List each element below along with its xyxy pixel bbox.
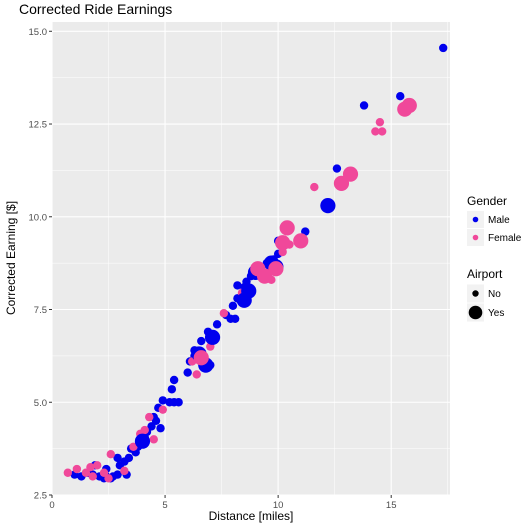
chart-title: Corrected Ride Earnings [19, 1, 172, 17]
legend-size-yes [468, 305, 483, 320]
data-point-male-non-airport [156, 424, 165, 433]
data-point-male-non-airport [167, 385, 177, 394]
data-point-female-airport [268, 261, 284, 277]
legend-title-gender: Gender [467, 194, 507, 208]
data-point-male-non-airport [113, 453, 122, 463]
data-point-male-non-airport [169, 375, 179, 385]
data-point-male-non-airport [183, 368, 192, 377]
data-point-female-non-airport [88, 472, 97, 481]
legend: Gender Male Female Airport No Yes [467, 194, 522, 322]
data-point-female-non-airport [106, 449, 115, 459]
legend-label-yes: Yes [488, 308, 504, 319]
data-point-male-non-airport [228, 301, 238, 310]
data-point-male-non-airport [233, 281, 242, 290]
data-point-male-airport [241, 283, 257, 299]
data-point-female-non-airport [140, 425, 149, 435]
data-point-female-airport [193, 350, 209, 366]
data-point-female-non-airport [377, 127, 387, 136]
data-point-male-non-airport [332, 164, 342, 173]
data-point-male-non-airport [359, 101, 369, 110]
x-tick-label: 5 [162, 500, 167, 511]
data-point-female-non-airport [310, 182, 319, 192]
x-tick-label: 15 [386, 500, 397, 511]
legend-label-no: No [488, 289, 501, 300]
data-point-female-non-airport [99, 468, 109, 477]
data-point-female-non-airport [86, 462, 95, 472]
data-point-female-non-airport [93, 461, 102, 470]
y-axis-title: Corrected Earning [$] [4, 201, 18, 315]
data-point-male-airport [134, 433, 151, 449]
data-point-male-non-airport [174, 398, 183, 407]
data-point-male-non-airport [113, 470, 122, 479]
data-point-male-non-airport [439, 43, 448, 53]
legend-swatch-male [472, 216, 479, 223]
x-tick-label: 10 [273, 500, 284, 511]
data-point-female-non-airport [158, 405, 168, 414]
y-tick-label: 15.0 [29, 27, 48, 38]
data-point-female-non-airport [72, 464, 82, 474]
data-point-female-airport [401, 97, 417, 114]
x-axis-title: Distance [miles] [209, 509, 294, 523]
data-point-female-airport [275, 235, 291, 251]
data-point-female-non-airport [219, 309, 229, 318]
data-point-female-non-airport [145, 412, 154, 422]
data-points [63, 43, 448, 483]
data-point-male-non-airport [147, 422, 156, 431]
data-point-female-airport [342, 166, 359, 182]
data-point-female-non-airport [81, 468, 91, 477]
plot-panel [52, 22, 450, 495]
x-tick-label: 0 [49, 500, 54, 511]
y-tick-label: 12.5 [29, 120, 48, 131]
data-point-female-non-airport [375, 117, 385, 127]
data-point-male-non-airport [212, 320, 222, 329]
data-point-male-airport [204, 329, 221, 345]
data-point-female-airport [293, 233, 309, 249]
data-point-female-non-airport [120, 466, 129, 476]
x-axis: 0 5 10 15 [49, 495, 396, 511]
y-axis: 2.5 5.0 7.5 10.0 12.5 15.0 [29, 27, 52, 502]
data-point-male-non-airport [230, 314, 240, 323]
data-point-female-non-airport [371, 127, 380, 136]
y-tick-label: 7.5 [34, 305, 47, 316]
y-tick-label: 2.5 [34, 491, 47, 502]
data-point-female-non-airport [63, 468, 73, 477]
data-point-female-airport [256, 268, 273, 284]
data-point-female-non-airport [129, 442, 138, 451]
data-point-male-airport [320, 198, 336, 214]
data-point-female-airport [279, 220, 295, 236]
data-point-female-non-airport [149, 435, 158, 444]
data-point-male-non-airport [151, 416, 161, 426]
data-point-female-non-airport [192, 370, 201, 379]
y-tick-label: 10.0 [29, 212, 48, 223]
y-tick-label: 5.0 [34, 398, 47, 409]
legend-swatch-female [472, 234, 479, 241]
data-point-male-non-airport [396, 91, 405, 101]
data-point-female-non-airport [104, 474, 113, 483]
data-point-male-non-airport [124, 453, 134, 463]
data-point-male-non-airport [158, 396, 168, 405]
legend-label-male: Male [488, 215, 510, 226]
legend-title-airport: Airport [467, 267, 503, 281]
legend-label-female: Female [488, 233, 522, 244]
data-point-male-non-airport [197, 336, 206, 346]
grid-lines [51, 22, 450, 496]
legend-size-no [472, 290, 479, 297]
